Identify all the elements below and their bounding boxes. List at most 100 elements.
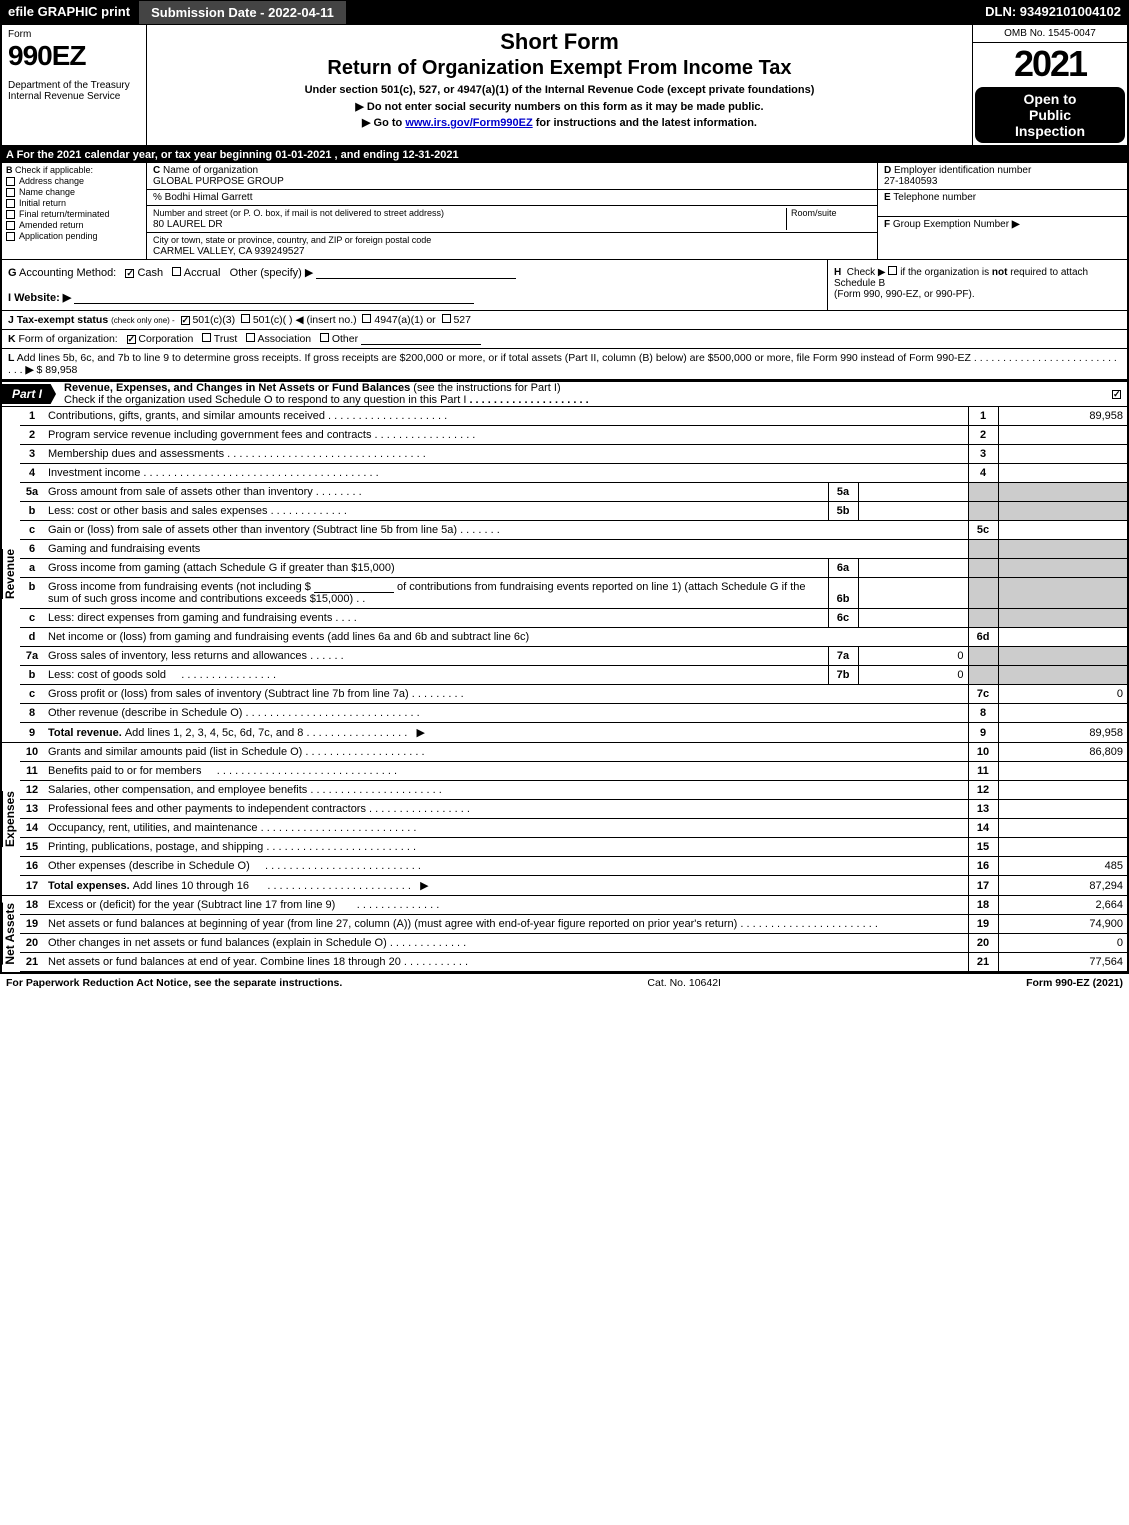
chk-527[interactable] bbox=[442, 314, 451, 323]
chk-amended-return[interactable] bbox=[6, 221, 15, 230]
l18-rn: 18 bbox=[968, 896, 998, 915]
header-center: Short Form Return of Organization Exempt… bbox=[147, 25, 972, 145]
l15-d: Printing, publications, postage, and shi… bbox=[48, 841, 263, 853]
line-5a: 5a Gross amount from sale of assets othe… bbox=[20, 483, 1128, 502]
l8-n: 8 bbox=[20, 704, 44, 723]
chk-application-pending[interactable] bbox=[6, 232, 15, 241]
efile-label[interactable]: efile GRAPHIC print bbox=[0, 0, 138, 25]
form-header: Form 990EZ Department of the Treasury In… bbox=[0, 25, 1129, 147]
b-item-0: Address change bbox=[19, 176, 84, 186]
k-label: K bbox=[8, 333, 16, 345]
chk-name-change[interactable] bbox=[6, 188, 15, 197]
l15-rn: 15 bbox=[968, 838, 998, 857]
l18-n: 18 bbox=[20, 896, 44, 915]
l11-rn: 11 bbox=[968, 762, 998, 781]
k-other-field[interactable] bbox=[361, 333, 481, 345]
l6-d: Gaming and fundraising events bbox=[44, 540, 968, 559]
l7a-n: 7a bbox=[20, 647, 44, 666]
irs-link[interactable]: www.irs.gov/Form990EZ bbox=[405, 117, 532, 129]
street-label: Number and street (or P. O. box, if mail… bbox=[153, 208, 444, 218]
g-other-field[interactable] bbox=[316, 267, 516, 279]
part1-checkbox-wrap bbox=[1112, 388, 1127, 400]
part1-tag: Part I bbox=[2, 384, 56, 404]
g-label: G bbox=[8, 267, 17, 279]
header-left: Form 990EZ Department of the Treasury In… bbox=[2, 25, 147, 145]
l5b-sv bbox=[858, 502, 968, 521]
l13-n: 13 bbox=[20, 800, 44, 819]
chk-address-change[interactable] bbox=[6, 177, 15, 186]
l5a-n: 5a bbox=[20, 483, 44, 502]
line-10: 10 Grants and similar amounts paid (list… bbox=[20, 743, 1128, 762]
l7a-sv: 0 bbox=[858, 647, 968, 666]
i-label: I Website: ▶ bbox=[8, 292, 71, 304]
city-label: City or town, state or province, country… bbox=[153, 235, 431, 245]
b-item-4: Amended return bbox=[19, 220, 84, 230]
l6-rn-grey bbox=[968, 540, 998, 559]
l7b-sv: 0 bbox=[858, 666, 968, 685]
j-opt2-arrow: ◀ (insert no.) bbox=[295, 314, 356, 326]
l13-d: Professional fees and other payments to … bbox=[48, 803, 366, 815]
chk-schedule-o[interactable] bbox=[1112, 390, 1121, 399]
l8-rv bbox=[998, 704, 1128, 723]
l5a-rn-grey bbox=[968, 483, 998, 502]
e-phone-row: E Telephone number bbox=[878, 190, 1127, 217]
chk-final-return[interactable] bbox=[6, 210, 15, 219]
l6b-rn-grey bbox=[968, 578, 998, 609]
vtab-netassets: Net Assets bbox=[2, 903, 20, 965]
chk-association[interactable] bbox=[246, 333, 255, 342]
room-suite-label: Room/suite bbox=[786, 208, 871, 230]
part1-header: Part I Revenue, Expenses, and Changes in… bbox=[0, 381, 1129, 407]
revenue-table: 1 Contributions, gifts, grants, and simi… bbox=[20, 407, 1129, 743]
l7a-rn-grey bbox=[968, 647, 998, 666]
chk-corporation[interactable] bbox=[127, 335, 136, 344]
l8-rn: 8 bbox=[968, 704, 998, 723]
subtitle: Under section 501(c), 527, or 4947(a)(1)… bbox=[153, 84, 966, 96]
chk-501c3[interactable] bbox=[181, 316, 190, 325]
l6c-n: c bbox=[20, 609, 44, 628]
l7c-rv: 0 bbox=[998, 685, 1128, 704]
chk-other-org[interactable] bbox=[320, 333, 329, 342]
l21-n: 21 bbox=[20, 953, 44, 972]
chk-initial-return[interactable] bbox=[6, 199, 15, 208]
l13-rn: 13 bbox=[968, 800, 998, 819]
l6b-amount-field[interactable] bbox=[314, 581, 394, 593]
footer-right: Form 990-EZ (2021) bbox=[1026, 977, 1123, 989]
b-item-1: Name change bbox=[19, 187, 75, 197]
e-text: Telephone number bbox=[893, 192, 976, 203]
chk-trust[interactable] bbox=[202, 333, 211, 342]
g-other: Other (specify) ▶ bbox=[230, 267, 314, 279]
chk-schedule-b[interactable] bbox=[888, 266, 897, 275]
l16-rn: 16 bbox=[968, 857, 998, 876]
l2-rn: 2 bbox=[968, 426, 998, 445]
city-value: CARMEL VALLEY, CA 939249527 bbox=[153, 246, 305, 257]
l7c-rn: 7c bbox=[968, 685, 998, 704]
l19-d: Net assets or fund balances at beginning… bbox=[48, 918, 737, 930]
line-5c: c Gain or (loss) from sale of assets oth… bbox=[20, 521, 1128, 540]
l15-rv bbox=[998, 838, 1128, 857]
g-accounting: G Accounting Method: Cash Accrual Other … bbox=[2, 260, 827, 310]
l19-rn: 19 bbox=[968, 915, 998, 934]
f-text: Group Exemption Number bbox=[893, 219, 1009, 230]
l21-d: Net assets or fund balances at end of ye… bbox=[48, 956, 401, 968]
line-1: 1 Contributions, gifts, grants, and simi… bbox=[20, 407, 1128, 426]
l4-d: Investment income bbox=[48, 467, 140, 479]
vtab-expenses: Expenses bbox=[2, 791, 20, 847]
l4-n: 4 bbox=[20, 464, 44, 483]
chk-501c[interactable] bbox=[241, 314, 250, 323]
g-accrual: Accrual bbox=[184, 267, 221, 279]
l14-rv bbox=[998, 819, 1128, 838]
l12-n: 12 bbox=[20, 781, 44, 800]
chk-accrual[interactable] bbox=[172, 267, 181, 276]
l17-rv: 87,294 bbox=[998, 876, 1128, 896]
l10-rv: 86,809 bbox=[998, 743, 1128, 762]
g-text: Accounting Method: bbox=[19, 267, 116, 279]
website-field[interactable] bbox=[74, 292, 474, 304]
chk-cash[interactable] bbox=[125, 269, 134, 278]
line-21: 21 Net assets or fund balances at end of… bbox=[20, 953, 1128, 972]
chk-4947[interactable] bbox=[362, 314, 371, 323]
l14-n: 14 bbox=[20, 819, 44, 838]
row-j: J Tax-exempt status (check only one) - 5… bbox=[0, 311, 1129, 330]
line-5b: b Less: cost or other basis and sales ex… bbox=[20, 502, 1128, 521]
vtab-revenue: Revenue bbox=[2, 549, 20, 599]
row-l: L Add lines 5b, 6c, and 7b to line 9 to … bbox=[0, 349, 1129, 381]
